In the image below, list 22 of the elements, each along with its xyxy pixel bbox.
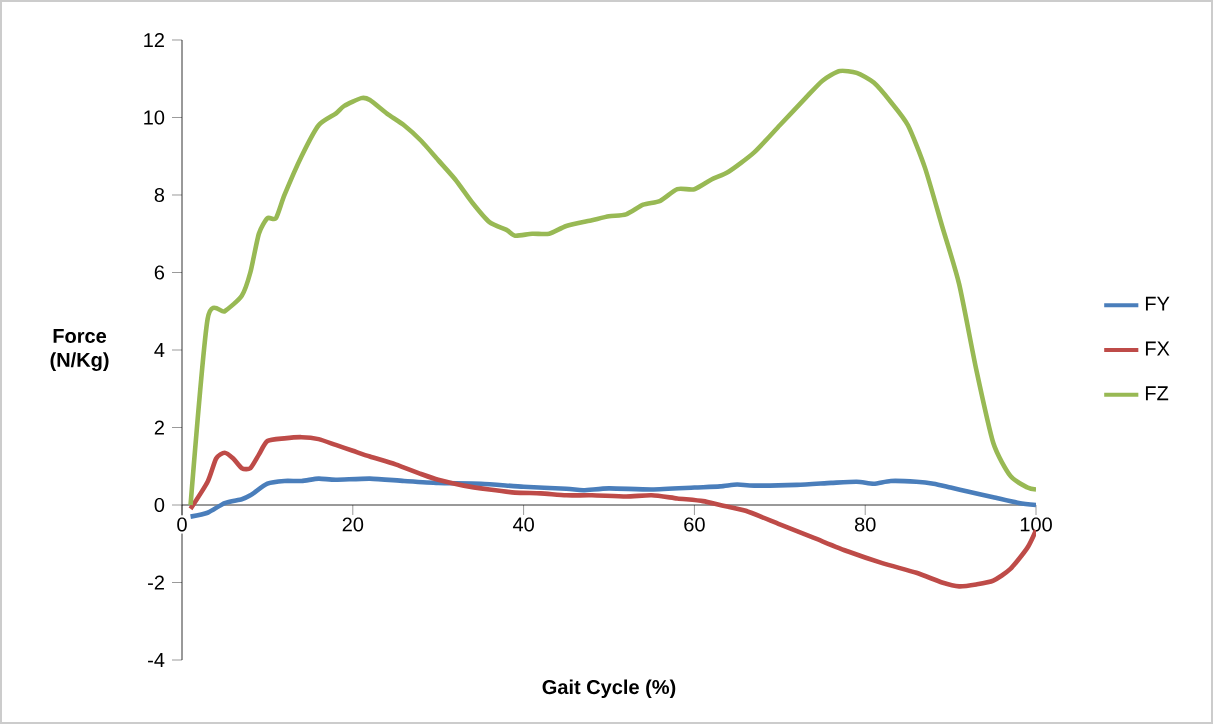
y-tick-label: 10 — [144, 110, 165, 125]
y-tick-label: 12 — [144, 33, 164, 47]
legend-label: FY — [1145, 296, 1170, 311]
legend-label: FX — [1145, 341, 1170, 356]
y-tick-label: 0 — [154, 497, 165, 513]
y-tick-label: 2 — [154, 420, 164, 435]
legend-label: FZ — [1145, 386, 1169, 401]
x-tick-label: 100 — [1020, 517, 1052, 532]
y-tick-label: -2 — [148, 575, 164, 590]
line-series — [188, 476, 1037, 519]
x-tick-label: 20 — [342, 517, 364, 532]
line-series — [188, 68, 1037, 508]
y-tick-label: 8 — [154, 187, 165, 203]
x-tick-label: 60 — [684, 517, 705, 532]
y-tick-label: 6 — [154, 265, 165, 280]
x-axis-title: Gait Cycle (%) — [542, 679, 676, 699]
y-axis-title: Force (N/Kg) — [50, 328, 109, 371]
x-tick-label: 40 — [512, 517, 534, 532]
y-tick-label: 4 — [154, 343, 165, 357]
x-tick-label: 80 — [854, 517, 876, 532]
y-tick-label: -4 — [148, 653, 165, 667]
x-tick-label: 0 — [177, 517, 187, 532]
